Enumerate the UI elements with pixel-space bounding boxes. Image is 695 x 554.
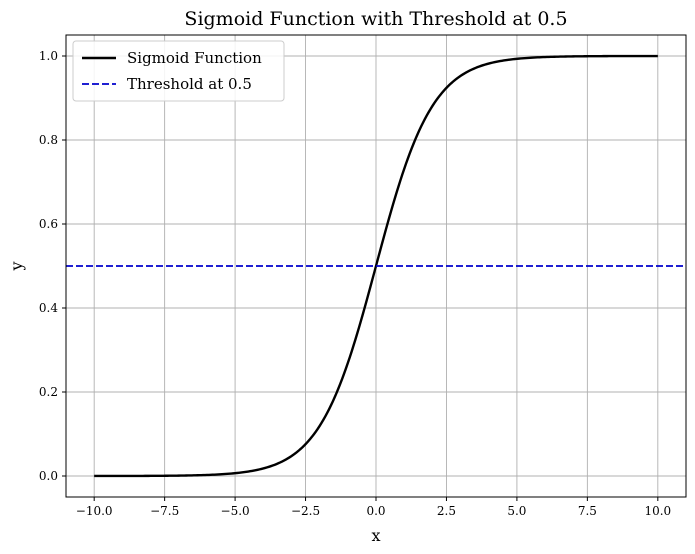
legend: Sigmoid Function Threshold at 0.5 bbox=[72, 40, 285, 102]
legend-label-sigmoid: Sigmoid Function bbox=[127, 49, 262, 67]
x-tick-label: −10.0 bbox=[76, 504, 113, 518]
grid bbox=[66, 35, 686, 497]
series-layer bbox=[66, 54, 686, 478]
y-tick-label: 0.0 bbox=[39, 469, 58, 483]
x-tick-label: 5.0 bbox=[507, 504, 526, 518]
x-axis-label: x bbox=[371, 526, 380, 545]
y-axis-label: y bbox=[7, 261, 26, 271]
y-tick-label: 0.8 bbox=[39, 133, 58, 147]
chart-title: Sigmoid Function with Threshold at 0.5 bbox=[184, 8, 567, 30]
y-tick-label: 0.6 bbox=[39, 217, 58, 231]
legend-label-threshold: Threshold at 0.5 bbox=[127, 75, 252, 93]
x-tick-label: −7.5 bbox=[150, 504, 179, 518]
x-axis-ticks: −10.0 −7.5 −5.0 −2.5 0.0 2.5 5.0 7.5 10.0 bbox=[76, 497, 671, 518]
x-tick-label: 10.0 bbox=[644, 504, 671, 518]
x-tick-label: 7.5 bbox=[578, 504, 597, 518]
x-tick-label: 2.5 bbox=[437, 504, 456, 518]
y-tick-label: 0.4 bbox=[39, 301, 58, 315]
x-tick-label: −2.5 bbox=[291, 504, 320, 518]
y-axis-ticks: 0.0 0.2 0.4 0.6 0.8 1.0 bbox=[39, 49, 66, 483]
legend-box bbox=[72, 40, 285, 102]
x-tick-label: 0.0 bbox=[366, 504, 385, 518]
x-tick-label: −5.0 bbox=[221, 504, 250, 518]
plot-frame bbox=[65, 34, 687, 498]
y-tick-label: 0.2 bbox=[39, 385, 58, 399]
y-tick-label: 1.0 bbox=[39, 49, 58, 63]
